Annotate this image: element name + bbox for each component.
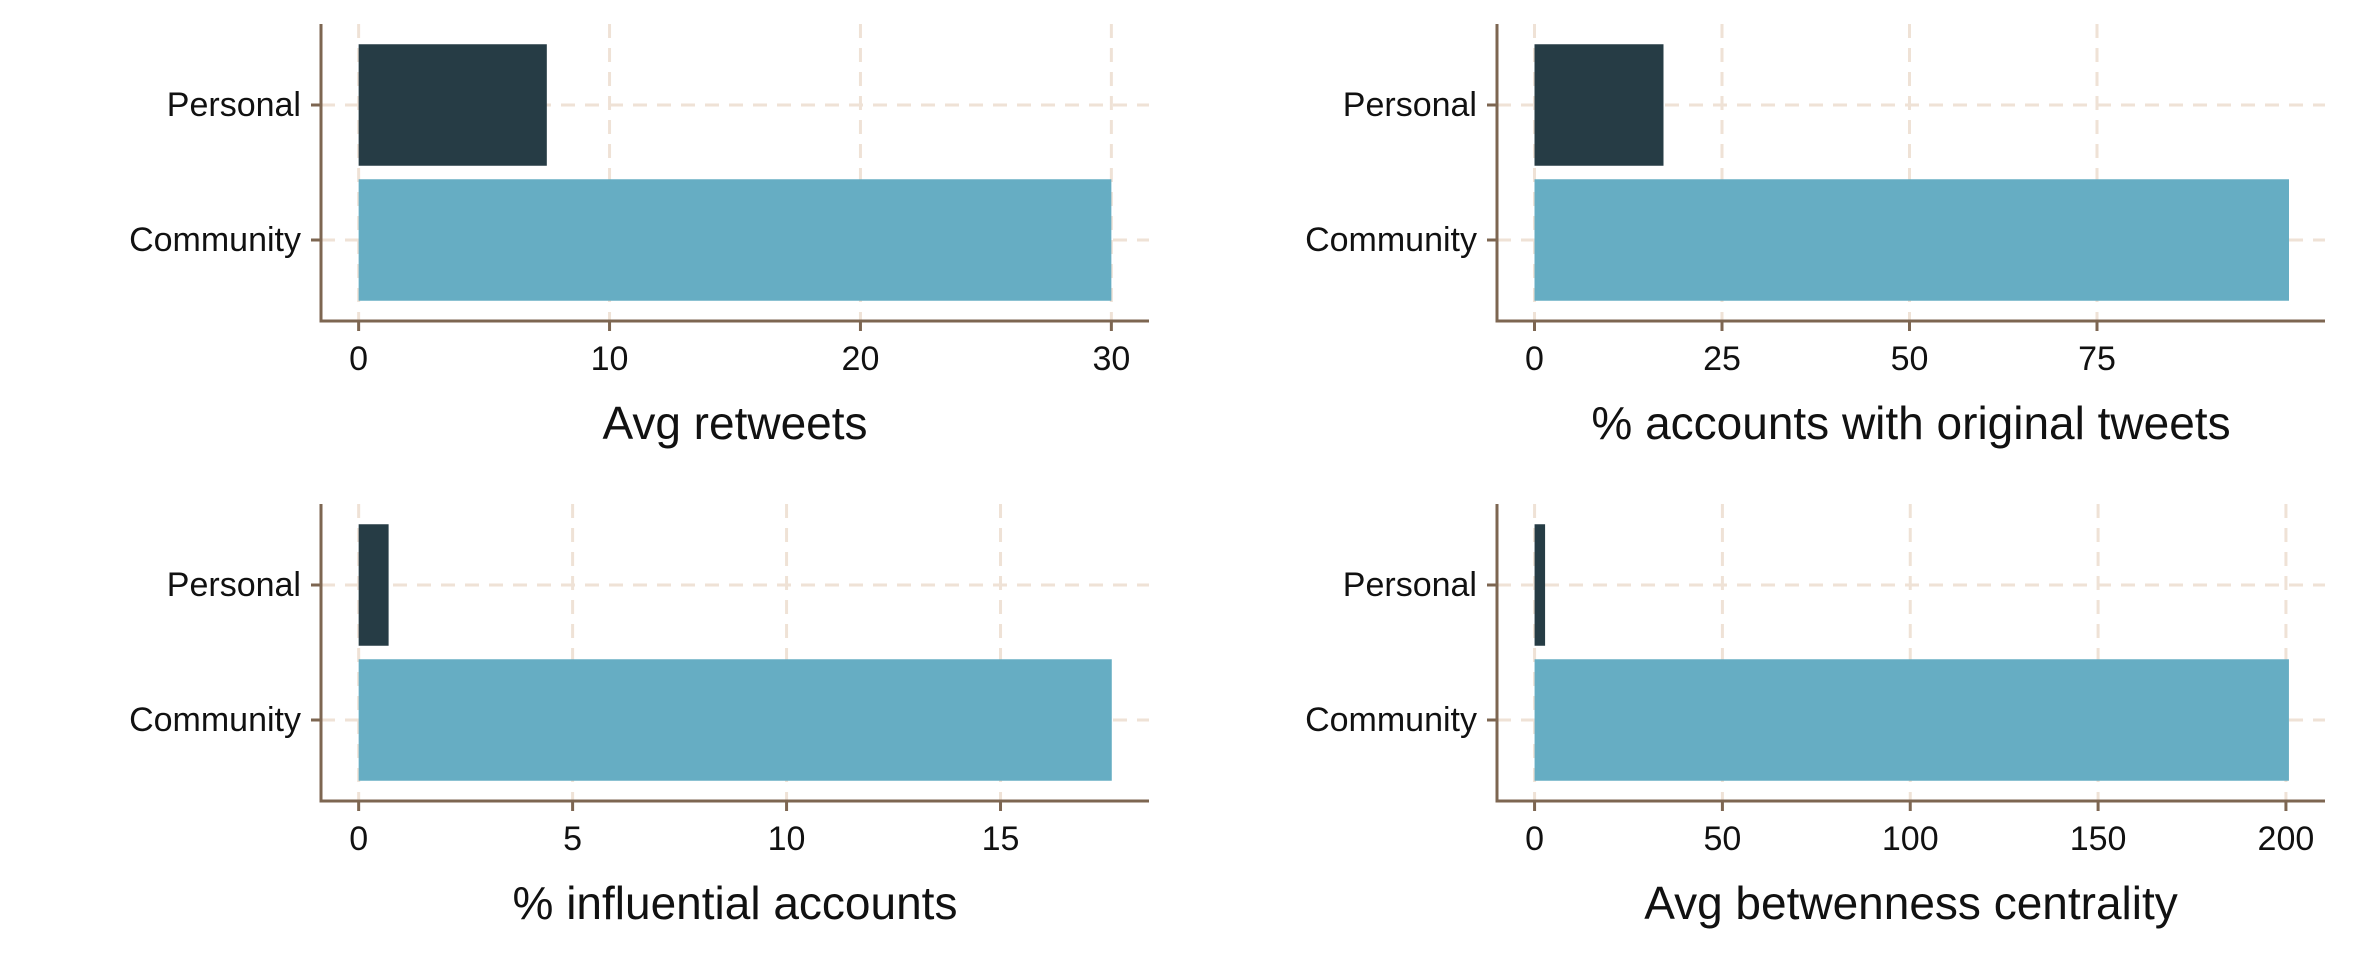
y-tick-label: Personal <box>1343 86 1477 124</box>
x-tick-label: 150 <box>2070 820 2127 858</box>
x-axis-title: % influential accounts <box>513 877 958 929</box>
bar <box>1534 179 2289 301</box>
x-tick-label: 5 <box>563 820 582 858</box>
x-tick-label: 50 <box>1703 820 1741 858</box>
x-axis-title: Avg betwenness centrality <box>1644 877 2178 929</box>
x-tick-label: 75 <box>2078 340 2116 378</box>
y-tick-label: Personal <box>167 86 301 124</box>
x-tick-label: 0 <box>349 820 368 858</box>
x-tick-label: 0 <box>1525 820 1544 858</box>
bar <box>358 179 1112 301</box>
bar <box>1534 659 2289 781</box>
y-tick-label: Personal <box>167 566 301 604</box>
x-tick-label: 10 <box>768 820 806 858</box>
bar <box>1534 44 1664 166</box>
x-axis-title: % accounts with original tweets <box>1591 397 2230 449</box>
bar <box>358 659 1112 781</box>
bar <box>358 44 547 166</box>
x-tick-label: 15 <box>982 820 1020 858</box>
x-tick-label: 30 <box>1092 340 1130 378</box>
x-tick-label: 10 <box>591 340 629 378</box>
x-tick-label: 100 <box>1882 820 1939 858</box>
y-tick-label: Community <box>129 221 301 259</box>
x-tick-label: 25 <box>1703 340 1741 378</box>
x-tick-label: 0 <box>349 340 368 378</box>
bar <box>1534 524 1546 646</box>
bar <box>358 524 389 646</box>
y-tick-label: Community <box>1305 221 1477 259</box>
y-tick-label: Personal <box>1343 566 1477 604</box>
x-tick-label: 20 <box>842 340 880 378</box>
y-tick-label: Community <box>1305 701 1477 739</box>
x-tick-label: 50 <box>1891 340 1929 378</box>
x-tick-label: 200 <box>2258 820 2315 858</box>
x-tick-label: 0 <box>1525 340 1544 378</box>
y-tick-label: Community <box>129 701 301 739</box>
x-axis-title: Avg retweets <box>602 397 867 449</box>
